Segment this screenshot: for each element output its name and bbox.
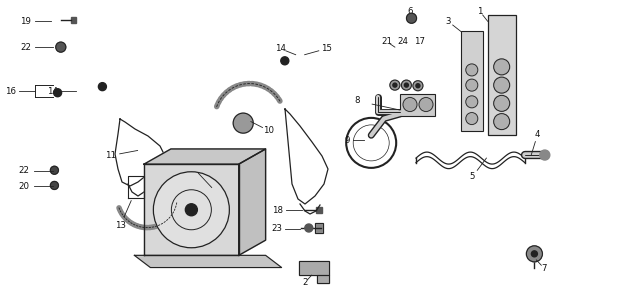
Bar <box>461 31 483 131</box>
Circle shape <box>466 112 478 125</box>
Text: 13: 13 <box>115 221 126 230</box>
Text: 14: 14 <box>47 87 58 96</box>
Bar <box>317 275 329 283</box>
Polygon shape <box>239 149 266 255</box>
Text: 17: 17 <box>413 37 425 47</box>
Circle shape <box>186 204 197 216</box>
Circle shape <box>51 166 58 174</box>
Text: 16: 16 <box>5 87 17 96</box>
Circle shape <box>493 114 509 130</box>
Circle shape <box>154 172 229 248</box>
Circle shape <box>406 13 417 23</box>
Circle shape <box>233 113 253 133</box>
Polygon shape <box>144 164 239 255</box>
Text: 14: 14 <box>275 44 286 53</box>
Circle shape <box>54 89 61 97</box>
Bar <box>316 207 322 213</box>
Text: 7: 7 <box>541 264 547 273</box>
Polygon shape <box>134 255 282 268</box>
Bar <box>300 261 329 275</box>
Circle shape <box>404 83 408 87</box>
Text: 10: 10 <box>263 126 275 135</box>
Bar <box>315 223 323 233</box>
Text: 5: 5 <box>470 172 475 181</box>
Text: 22: 22 <box>20 43 31 52</box>
Circle shape <box>51 181 58 189</box>
Bar <box>400 94 435 116</box>
Polygon shape <box>144 149 266 164</box>
Text: 1: 1 <box>477 7 483 16</box>
Bar <box>315 223 323 233</box>
Circle shape <box>493 95 509 111</box>
Text: 8: 8 <box>355 96 360 105</box>
Circle shape <box>466 96 478 108</box>
Text: 19: 19 <box>20 17 31 26</box>
Text: 23: 23 <box>271 224 283 233</box>
Bar <box>317 275 329 283</box>
Circle shape <box>401 80 412 90</box>
Circle shape <box>99 83 106 91</box>
Circle shape <box>526 246 543 262</box>
Text: 11: 11 <box>104 151 116 160</box>
Text: 22: 22 <box>19 166 30 175</box>
Circle shape <box>390 80 400 90</box>
Circle shape <box>540 150 550 160</box>
Circle shape <box>56 42 66 52</box>
Text: 15: 15 <box>321 44 332 53</box>
Circle shape <box>419 98 433 112</box>
Bar <box>71 17 76 23</box>
Text: 2: 2 <box>303 278 308 287</box>
Text: 6: 6 <box>408 7 413 16</box>
Circle shape <box>416 84 420 88</box>
Text: 12: 12 <box>213 191 225 200</box>
Circle shape <box>466 79 478 91</box>
Circle shape <box>493 59 509 75</box>
Text: 24: 24 <box>397 37 409 47</box>
Bar <box>488 15 516 135</box>
Bar <box>300 261 329 275</box>
Text: 9: 9 <box>345 136 350 145</box>
Circle shape <box>403 98 417 112</box>
Circle shape <box>281 57 289 65</box>
Circle shape <box>393 83 397 87</box>
Circle shape <box>531 251 538 257</box>
Circle shape <box>413 81 423 91</box>
Circle shape <box>305 224 313 232</box>
Text: 21: 21 <box>381 37 393 47</box>
Circle shape <box>466 64 478 76</box>
Text: 3: 3 <box>445 17 451 26</box>
Text: 4: 4 <box>535 130 540 139</box>
Text: 18: 18 <box>271 206 283 215</box>
Circle shape <box>493 77 509 93</box>
Text: 20: 20 <box>19 181 30 191</box>
